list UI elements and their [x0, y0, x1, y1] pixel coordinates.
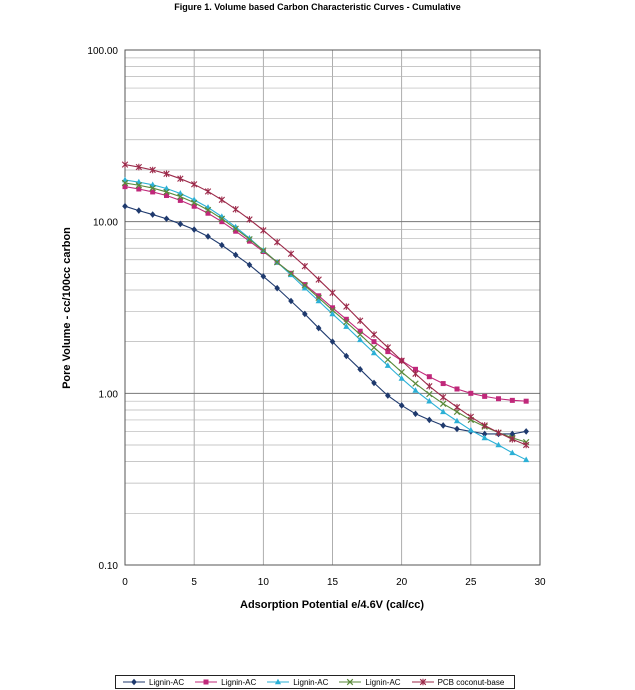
- series-line: [125, 187, 526, 402]
- legend-label: Lignin-AC: [365, 678, 400, 687]
- data-point: [523, 428, 529, 435]
- y-tick-label: 1.00: [99, 389, 119, 400]
- legend-swatch: [266, 677, 290, 687]
- data-point: [191, 181, 197, 188]
- data-point: [413, 370, 419, 377]
- data-point: [468, 391, 473, 396]
- data-point: [372, 339, 377, 344]
- data-point: [413, 410, 419, 417]
- data-point: [399, 402, 405, 409]
- data-point: [205, 188, 211, 195]
- data-point: [150, 211, 156, 218]
- data-point: [274, 239, 280, 246]
- data-point: [233, 252, 239, 259]
- data-point: [219, 197, 225, 204]
- data-point: [136, 207, 142, 214]
- data-point: [427, 417, 433, 424]
- data-point: [385, 357, 391, 363]
- data-point: [427, 374, 432, 379]
- data-point: [371, 345, 377, 351]
- x-tick-label: 10: [258, 577, 270, 588]
- x-tick-label: 20: [396, 577, 408, 588]
- legend-label: PCB coconut-base: [438, 678, 505, 687]
- legend-item: Lignin-AC: [338, 677, 400, 687]
- data-point: [357, 317, 363, 324]
- data-point: [440, 409, 446, 415]
- x-tick-label: 0: [122, 577, 128, 588]
- series-2: [123, 184, 529, 404]
- data-point: [496, 429, 502, 436]
- data-point: [509, 450, 515, 456]
- x-axis-title: Adsorption Potential e/4.6V (cal/cc): [240, 599, 424, 611]
- data-point: [122, 203, 128, 210]
- y-tick-label: 100.00: [87, 46, 118, 57]
- x-tick-label: 5: [191, 577, 197, 588]
- legend-swatch: [194, 677, 218, 687]
- legend: Lignin-AC Lignin-AC Lignin-AC Lignin-AC PCB …: [115, 675, 515, 689]
- y-axis-title: Pore Volume - cc/100cc carbon: [61, 227, 73, 389]
- data-point: [524, 399, 529, 404]
- x-tick-label: 25: [465, 577, 477, 588]
- data-point: [440, 394, 446, 401]
- x-tick-label: 15: [327, 577, 339, 588]
- legend-label: Lignin-AC: [149, 678, 184, 687]
- y-tick-label: 10.00: [93, 218, 118, 229]
- data-point: [385, 344, 391, 351]
- data-point: [455, 386, 460, 391]
- legend-label: Lignin-AC: [293, 678, 328, 687]
- data-point: [441, 381, 446, 386]
- data-point: [344, 303, 350, 310]
- legend-label: Lignin-AC: [221, 678, 256, 687]
- legend-swatch: [122, 677, 146, 687]
- legend-item: Lignin-AC: [122, 677, 184, 687]
- series-4: [122, 180, 529, 445]
- x-tick-label: 30: [534, 577, 546, 588]
- data-point: [288, 250, 294, 257]
- data-point: [482, 394, 487, 399]
- legend-item: Lignin-AC: [194, 677, 256, 687]
- data-point: [496, 396, 501, 401]
- data-point: [261, 227, 267, 234]
- data-point: [302, 263, 308, 270]
- data-point: [427, 391, 433, 397]
- series-line: [125, 206, 526, 434]
- data-point: [413, 381, 419, 387]
- series-5: [122, 161, 529, 448]
- data-point: [440, 422, 446, 429]
- tick-labels: 0 5 10 15 20 25 30 100.00 10.00 1.00 0.10: [87, 46, 546, 588]
- data-point: [454, 418, 460, 424]
- data-point: [427, 383, 433, 390]
- data-point: [510, 398, 515, 403]
- data-point: [482, 435, 488, 441]
- data-point: [426, 398, 432, 404]
- data-point: [440, 401, 446, 407]
- data-point: [468, 427, 474, 433]
- series-line: [125, 165, 526, 445]
- data-point: [330, 290, 336, 297]
- data-point: [164, 215, 170, 222]
- data-point: [219, 242, 225, 249]
- data-point: [468, 413, 474, 420]
- data-point: [178, 175, 184, 182]
- legend-item: PCB coconut-base: [411, 677, 505, 687]
- data-point: [454, 404, 460, 411]
- legend-item: Lignin-AC: [266, 677, 328, 687]
- data-point: [191, 226, 197, 233]
- legend-swatch: [411, 677, 435, 687]
- y-tick-label: 0.10: [99, 561, 119, 572]
- legend-swatch: [338, 677, 362, 687]
- data-point: [205, 233, 211, 240]
- data-point: [233, 206, 239, 213]
- data-point: [247, 216, 253, 223]
- data-point: [316, 276, 322, 283]
- data-point: [371, 331, 377, 338]
